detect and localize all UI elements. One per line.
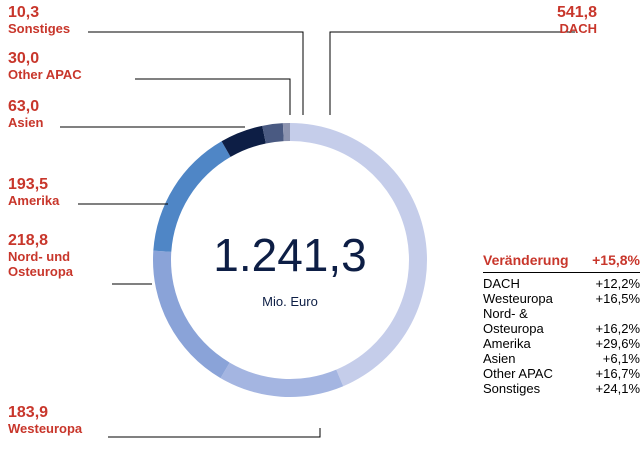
row-label: Sonstiges <box>483 381 541 396</box>
segment-label: 10,3 Sonstiges <box>8 4 118 37</box>
row-value: +16,2% <box>595 321 640 336</box>
category-label: DACH <box>559 21 597 37</box>
donut-segment <box>220 362 344 397</box>
donut-segment <box>282 123 290 142</box>
row-label: Nord- & Osteuropa <box>483 306 544 336</box>
segment-label: 218,8 Nord- und Osteuropa <box>8 232 98 280</box>
segment-label: 541,8 DACH <box>470 4 597 37</box>
table-row: DACH +12,2% <box>483 276 640 291</box>
row-label: Amerika <box>483 336 531 351</box>
leader-line <box>135 78 291 115</box>
change-table: Veränderung +15,8% DACH +12,2% Westeuropa +1… <box>483 252 640 396</box>
table-row: Westeuropa +16,5% <box>483 291 640 306</box>
category-label: Other APAC <box>8 67 82 83</box>
table-row: Asien +6,1% <box>483 351 640 366</box>
donut-segment <box>221 125 266 157</box>
value-label: 30,0 <box>8 50 40 67</box>
category-label: Amerika <box>8 193 60 209</box>
category-label: Westeuropa <box>8 421 83 437</box>
leader-line <box>88 31 304 115</box>
category-label: Asien <box>8 115 44 131</box>
row-value: +16,7% <box>595 366 640 381</box>
table-row: Sonstiges +24,1% <box>483 381 640 396</box>
segment-label: 193,5 Amerika <box>8 176 118 209</box>
value-label: 10,3 <box>8 4 40 21</box>
donut-segment <box>262 123 284 144</box>
row-value: +6,1% <box>602 351 640 366</box>
table-header: Veränderung +15,8% <box>483 252 640 273</box>
table-title: Veränderung <box>483 252 569 268</box>
row-value: +29,6% <box>595 336 640 351</box>
value-label: 193,5 <box>8 176 49 193</box>
table-row: Amerika +29,6% <box>483 336 640 351</box>
donut-segment <box>290 123 427 387</box>
category-label: Sonstiges <box>8 21 71 37</box>
row-value: +16,5% <box>595 291 640 306</box>
table-row: Other APAC +16,7% <box>483 366 640 381</box>
donut-segment <box>153 141 231 252</box>
leader-line <box>329 31 575 115</box>
row-label: Asien <box>483 351 516 366</box>
row-value: +24,1% <box>595 381 640 396</box>
row-label: Other APAC <box>483 366 553 381</box>
donut-segment <box>152 250 230 379</box>
unit: Mio. Euro <box>262 294 318 309</box>
value-label: 541,8 <box>556 4 597 21</box>
table-row: Nord- & Osteuropa +16,2% <box>483 306 640 336</box>
table-total: +15,8% <box>592 252 640 268</box>
row-label: DACH <box>483 276 520 291</box>
row-label: Westeuropa <box>483 291 553 306</box>
segment-label: 63,0 Asien <box>8 98 118 131</box>
segment-label: 30,0 Other APAC <box>8 50 118 83</box>
row-value: +12,2% <box>595 276 640 291</box>
category-label: Nord- und Osteuropa <box>8 249 74 280</box>
segment-label: 183,9 Westeuropa <box>8 404 118 437</box>
value-label: 183,9 <box>8 404 49 421</box>
value-label: 218,8 <box>8 232 49 249</box>
leader-line <box>108 428 321 438</box>
total: 1.241,3 <box>213 229 367 281</box>
value-label: 63,0 <box>8 98 40 115</box>
